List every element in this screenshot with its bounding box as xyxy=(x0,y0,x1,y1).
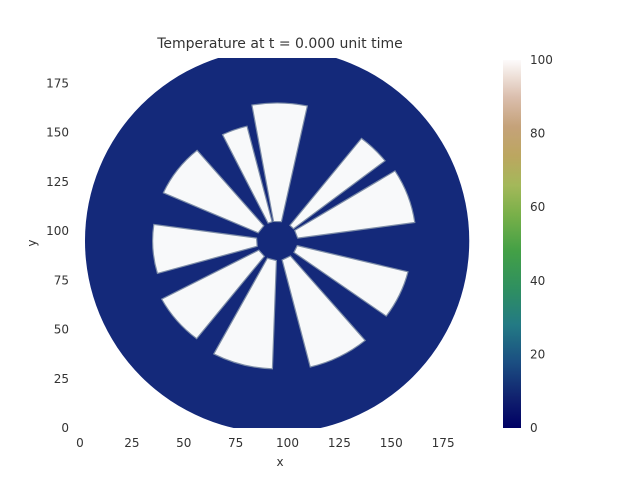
colorbar-tick-label: 100 xyxy=(530,53,553,67)
colorbar-ticks: 0 20 40 60 80 100 xyxy=(530,53,553,435)
colorbar-tick-label: 80 xyxy=(530,127,545,141)
y-tick-label: 25 xyxy=(54,372,69,386)
fin-region-10 xyxy=(221,125,273,224)
y-tick-label: 150 xyxy=(46,126,69,140)
fin-region-2 xyxy=(289,137,386,230)
colorbar-tick-label: 0 xyxy=(530,421,538,435)
x-tick-label: 125 xyxy=(328,436,351,450)
y-axis-label: y xyxy=(25,239,39,246)
colorbar-tick-label: 20 xyxy=(530,347,545,361)
y-tick-label: 125 xyxy=(46,175,69,189)
colorbar: 0 20 40 60 80 100 xyxy=(503,53,553,435)
fin-region-9 xyxy=(162,149,265,234)
y-tick-label: 175 xyxy=(46,76,69,90)
chart-title: Temperature at t = 0.000 unit time xyxy=(156,36,403,52)
x-tick-label: 100 xyxy=(276,436,299,450)
x-tick-label: 50 xyxy=(176,436,191,450)
fin-region-3 xyxy=(293,170,416,239)
colorbar-tick-label: 40 xyxy=(530,274,545,288)
y-tick-label: 50 xyxy=(54,323,69,337)
x-axis-label: x xyxy=(276,455,283,469)
fin-region-1 xyxy=(251,102,309,223)
x-tick-label: 75 xyxy=(228,436,243,450)
colorbar-gradient xyxy=(503,60,521,428)
y-tick-label: 75 xyxy=(54,273,69,287)
fin-region-5 xyxy=(281,255,367,368)
x-tick-label: 175 xyxy=(432,436,455,450)
x-tick-label: 25 xyxy=(124,436,139,450)
fin-group xyxy=(152,102,416,370)
x-axis: 0 25 50 75 100 125 150 175 xyxy=(76,436,454,450)
y-axis: 0 25 50 75 100 125 150 175 xyxy=(46,76,69,435)
fin-region-8 xyxy=(152,223,258,275)
fin-region-7 xyxy=(160,249,266,340)
plot-area xyxy=(85,58,470,428)
y-tick-label: 100 xyxy=(46,224,69,238)
y-tick-label: 0 xyxy=(61,421,69,435)
fin-region-4 xyxy=(293,244,409,317)
colorbar-tick-label: 60 xyxy=(530,200,545,214)
x-tick-label: 0 xyxy=(76,436,84,450)
x-tick-label: 150 xyxy=(380,436,403,450)
fin-region-6 xyxy=(212,257,278,370)
